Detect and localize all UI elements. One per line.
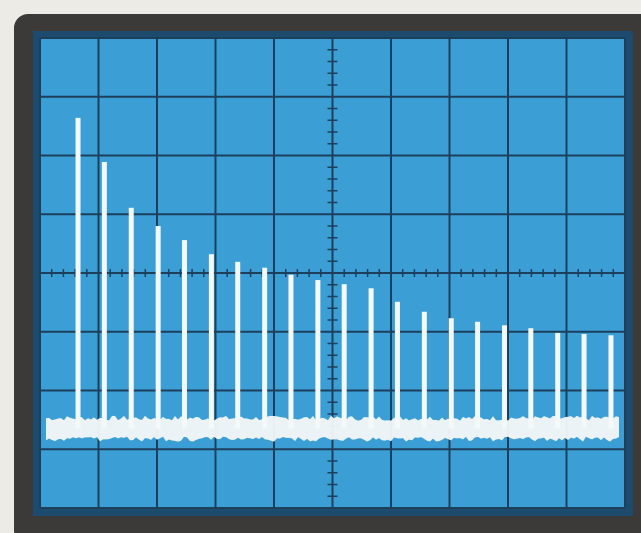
spike bbox=[608, 335, 613, 428]
spike bbox=[102, 162, 107, 429]
spike bbox=[182, 240, 187, 429]
spike bbox=[395, 302, 400, 429]
spike bbox=[528, 328, 533, 428]
spike bbox=[475, 322, 480, 429]
oscilloscope bbox=[0, 0, 641, 533]
spike bbox=[582, 334, 587, 429]
spike bbox=[235, 262, 240, 429]
spike bbox=[315, 280, 320, 429]
spike bbox=[156, 226, 161, 429]
spike bbox=[209, 254, 214, 428]
spike bbox=[449, 318, 454, 428]
spike bbox=[369, 288, 374, 428]
spike bbox=[76, 118, 81, 429]
spike bbox=[342, 284, 347, 429]
spike bbox=[422, 312, 427, 429]
spike bbox=[262, 268, 267, 429]
spike bbox=[502, 325, 507, 428]
spike bbox=[129, 208, 134, 429]
spike bbox=[288, 275, 293, 429]
spike bbox=[555, 333, 560, 429]
